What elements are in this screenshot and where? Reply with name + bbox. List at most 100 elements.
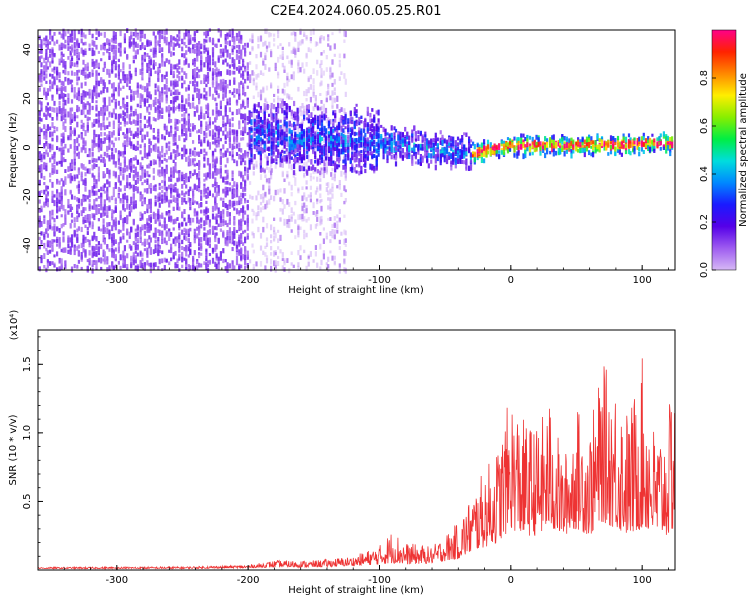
spectrogram-cell (222, 152, 225, 158)
spectrogram-cell (69, 248, 72, 255)
spectrogram-cell (309, 96, 312, 103)
spectrogram-cell (77, 76, 80, 81)
spectrogram-cell (217, 128, 220, 135)
spectrogram-cell (148, 138, 151, 144)
spectrogram-cell (38, 35, 41, 41)
spectrogram-cell (149, 224, 152, 231)
spectrogram-cell (49, 172, 52, 178)
spectrogram-cell (130, 165, 133, 171)
spectrogram-cell (290, 214, 293, 219)
spectrogram-cell (45, 201, 48, 206)
spectrogram-cell (272, 137, 275, 142)
spectrogram-cell (257, 149, 260, 155)
spectrogram-cell (215, 232, 218, 236)
spectrogram-cell (270, 32, 273, 37)
spectrogram-cell (187, 46, 190, 52)
spectrogram-cell (51, 137, 54, 142)
spectrogram-cell (168, 199, 171, 204)
spectrogram-cell (211, 47, 215, 53)
spectrogram-cell (158, 182, 161, 186)
spectrogram-cell (281, 156, 284, 160)
spectrogram-cell (114, 207, 117, 213)
spectrogram-cell (327, 264, 330, 269)
spectrogram-cell (200, 51, 203, 55)
spectrogram-cell (312, 106, 315, 111)
spectrogram-cell (219, 255, 222, 261)
spectrogram-cell (143, 265, 146, 271)
spectrogram-cell (114, 113, 117, 120)
spectrogram-cell (301, 119, 304, 124)
spectrogram-cell (51, 57, 54, 63)
spectrogram-cell (93, 158, 96, 163)
spectrogram-cell (126, 79, 129, 85)
spectrogram-cell (70, 117, 74, 123)
spectrogram-cell (91, 213, 94, 219)
spectrogram-cell (82, 234, 85, 241)
spectrogram-cell (141, 136, 144, 143)
spectrogram-cell (270, 145, 273, 150)
spectrogram-cell (134, 228, 137, 232)
spectrogram-cell (178, 152, 181, 157)
spectrogram-cell (126, 267, 129, 271)
spectrogram-cell (149, 201, 152, 208)
spectrogram-cell (157, 193, 160, 199)
spectrogram-cell (73, 49, 76, 56)
spectrogram-cell (305, 62, 308, 67)
spectrogram-cell (286, 174, 289, 178)
spectrogram-cell (58, 109, 61, 114)
spectrogram-cell (91, 164, 94, 171)
spectrogram-cell (329, 72, 332, 78)
spectrogram-cell (49, 41, 52, 45)
spectrogram-cell (301, 39, 304, 45)
spectrogram-cell (303, 149, 306, 155)
spectrogram-cell (275, 161, 278, 165)
spectrogram-cell (82, 104, 85, 109)
spectrogram-cell (215, 215, 218, 221)
spectrogram-cell (154, 97, 157, 103)
spectrogram-cell (297, 62, 300, 67)
spectrogram-cell (80, 93, 83, 97)
spectrogram-cell (168, 47, 171, 53)
spectrogram-cell (146, 152, 149, 157)
spectrogram-cell (51, 47, 54, 51)
spectrogram-cell (238, 68, 241, 73)
spectrogram-cell (231, 234, 234, 241)
spectrogram-cell (259, 233, 263, 239)
spectrogram-cell (259, 70, 263, 75)
spectrogram-cell (198, 100, 201, 105)
spectrogram-cell (106, 212, 109, 218)
spectrogram-cell (249, 77, 252, 84)
spectrogram-cell (193, 74, 196, 78)
spectrogram-cell (226, 157, 229, 161)
spectrogram-cell (112, 39, 115, 44)
spectrogram-cell (242, 61, 245, 67)
spectrogram-cell (97, 172, 100, 177)
spectrogram-cell (301, 62, 304, 68)
spectrogram-cell (200, 209, 203, 214)
spectrogram-cell (244, 106, 247, 110)
spectrogram-cell (270, 234, 273, 239)
spectrogram-cell (303, 105, 306, 110)
spectrogram-cell (344, 251, 347, 256)
spectrogram-cell (217, 207, 220, 211)
spectrogram-cell (222, 130, 225, 136)
spectrogram-cell (320, 52, 323, 56)
spectrogram-cell (320, 75, 323, 79)
spectrogram-cell (149, 41, 152, 46)
spectrogram-cell (181, 94, 184, 101)
spectrogram-cell (84, 71, 87, 78)
spectrogram-cell (319, 154, 322, 159)
spectrogram-cell (86, 91, 89, 96)
spectrogram-cell (128, 235, 131, 239)
spectrogram-cell (82, 49, 85, 56)
spectrogram-cell (322, 50, 325, 54)
spectrogram-cell (80, 82, 83, 89)
spectrogram-cell (344, 238, 347, 243)
spectrogram-cell (196, 42, 199, 47)
spectrogram-cell (100, 159, 103, 163)
spectrogram-cell (86, 226, 89, 231)
spectrogram-cell (189, 34, 192, 40)
spectrogram-cell (64, 65, 67, 69)
spectrogram-cell (86, 118, 89, 122)
spectrogram-cell (69, 33, 72, 38)
